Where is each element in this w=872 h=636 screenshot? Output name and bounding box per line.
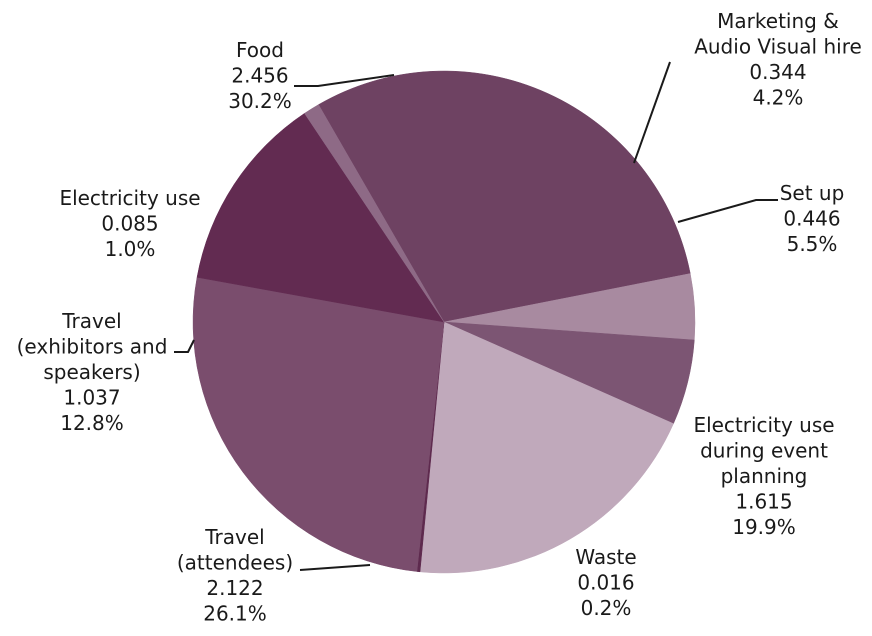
slice-value: 2.456 — [231, 64, 288, 88]
leader-line-6 — [174, 339, 195, 353]
slice-name-line: Travel — [61, 309, 121, 333]
slice-label-7: Electricity use 0.085 1.0% — [59, 186, 200, 261]
slice-label-0: Food 2.456 30.2% — [228, 38, 292, 113]
slice-percent: 26.1% — [203, 602, 267, 626]
slice-name-line: planning — [721, 464, 808, 488]
slice-percent: 12.8% — [60, 411, 124, 435]
slice-name-line: Set up — [780, 181, 845, 205]
slice-percent: 5.5% — [787, 232, 838, 256]
slice-value: 0.085 — [101, 212, 158, 236]
leader-line-0 — [294, 74, 395, 87]
slice-name-line: speakers) — [43, 360, 140, 384]
slice-value: 0.344 — [749, 60, 806, 84]
slice-name-line: Marketing & — [717, 9, 839, 33]
slice-label-2: Set up 0.446 5.5% — [780, 181, 845, 256]
slice-percent: 30.2% — [228, 89, 292, 113]
slice-name-line: Electricity use — [693, 413, 834, 437]
slice-name-line: during event — [700, 439, 828, 463]
pie-slice-3 — [419, 321, 674, 574]
slice-value: 2.122 — [206, 576, 263, 600]
leader-line-5 — [299, 564, 371, 571]
slice-percent: 19.9% — [732, 515, 796, 539]
slice-value: 0.016 — [577, 571, 634, 595]
pie-slice-6 — [196, 112, 445, 323]
slice-label-4: Waste 0.016 0.2% — [575, 545, 636, 620]
slice-percent: 4.2% — [753, 86, 804, 110]
leader-line-2 — [677, 199, 778, 223]
slice-name-line: Electricity use — [59, 186, 200, 210]
pie-slice-0 — [318, 70, 691, 323]
slice-value: 1.037 — [63, 386, 120, 410]
slice-percent: 1.0% — [105, 237, 156, 261]
slice-label-1: Marketing & Audio Visual hire 0.344 4.2% — [694, 9, 862, 110]
slice-label-3: Electricity use during event planning 1.615… — [693, 413, 834, 539]
slice-name-line: (exhibitors and — [17, 335, 168, 359]
slice-name-line: Travel — [204, 525, 264, 549]
leader-line-1 — [633, 61, 671, 164]
slice-name-line: Waste — [575, 545, 636, 569]
slice-label-6: Travel (exhibitors and speakers) 1.037 12.8% — [17, 309, 168, 435]
slice-value: 0.446 — [783, 207, 840, 231]
pie-slice-5 — [192, 276, 445, 572]
slice-name-line: Audio Visual hire — [694, 35, 862, 59]
pie-slice-7 — [304, 104, 445, 323]
slice-name-line: (attendees) — [177, 551, 293, 575]
slice-value: 1.615 — [735, 490, 792, 514]
slice-name-line: Food — [236, 38, 284, 62]
slice-percent: 0.2% — [581, 596, 632, 620]
slice-label-5: Travel (attendees) 2.122 26.1% — [177, 525, 293, 626]
